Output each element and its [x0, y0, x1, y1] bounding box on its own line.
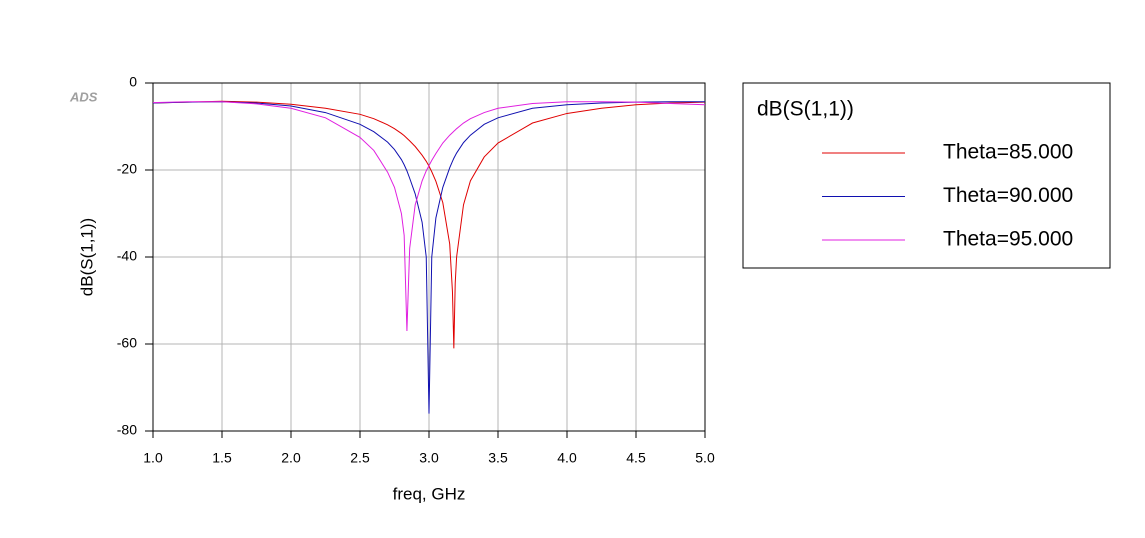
- y-tick-label: -60: [117, 335, 137, 351]
- legend-label: Theta=95.000: [943, 228, 1073, 251]
- legend-box: [742, 82, 1111, 269]
- x-tick-label: 4.5: [626, 450, 646, 466]
- x-tick-label: 3.0: [419, 450, 439, 466]
- legend-label: Theta=85.000: [943, 141, 1073, 164]
- watermark: ADS: [69, 89, 98, 104]
- plot-frame: [152, 82, 706, 432]
- legend-title: dB(S(1,1)): [757, 98, 854, 121]
- y-tick-label: -40: [117, 248, 137, 264]
- x-tick-label: 2.5: [350, 450, 370, 466]
- legend-label: Theta=90.000: [943, 184, 1073, 207]
- x-tick-label: 1.5: [212, 450, 232, 466]
- x-tick-label: 4.0: [557, 450, 577, 466]
- x-tick-label: 2.0: [281, 450, 301, 466]
- y-axis-label: dB(S(1,1)): [77, 218, 96, 296]
- y-tick-label: -20: [117, 161, 137, 177]
- y-tick-label: -80: [117, 422, 137, 438]
- x-tick-label: 5.0: [695, 450, 715, 466]
- series-line: [152, 100, 706, 349]
- x-tick-label: 1.0: [143, 450, 163, 466]
- series-line: [152, 101, 705, 414]
- series-line: [152, 101, 706, 331]
- x-axis-label: freq, GHz: [393, 484, 466, 503]
- y-tick-label: 0: [129, 74, 137, 90]
- x-tick-label: 3.5: [488, 450, 508, 466]
